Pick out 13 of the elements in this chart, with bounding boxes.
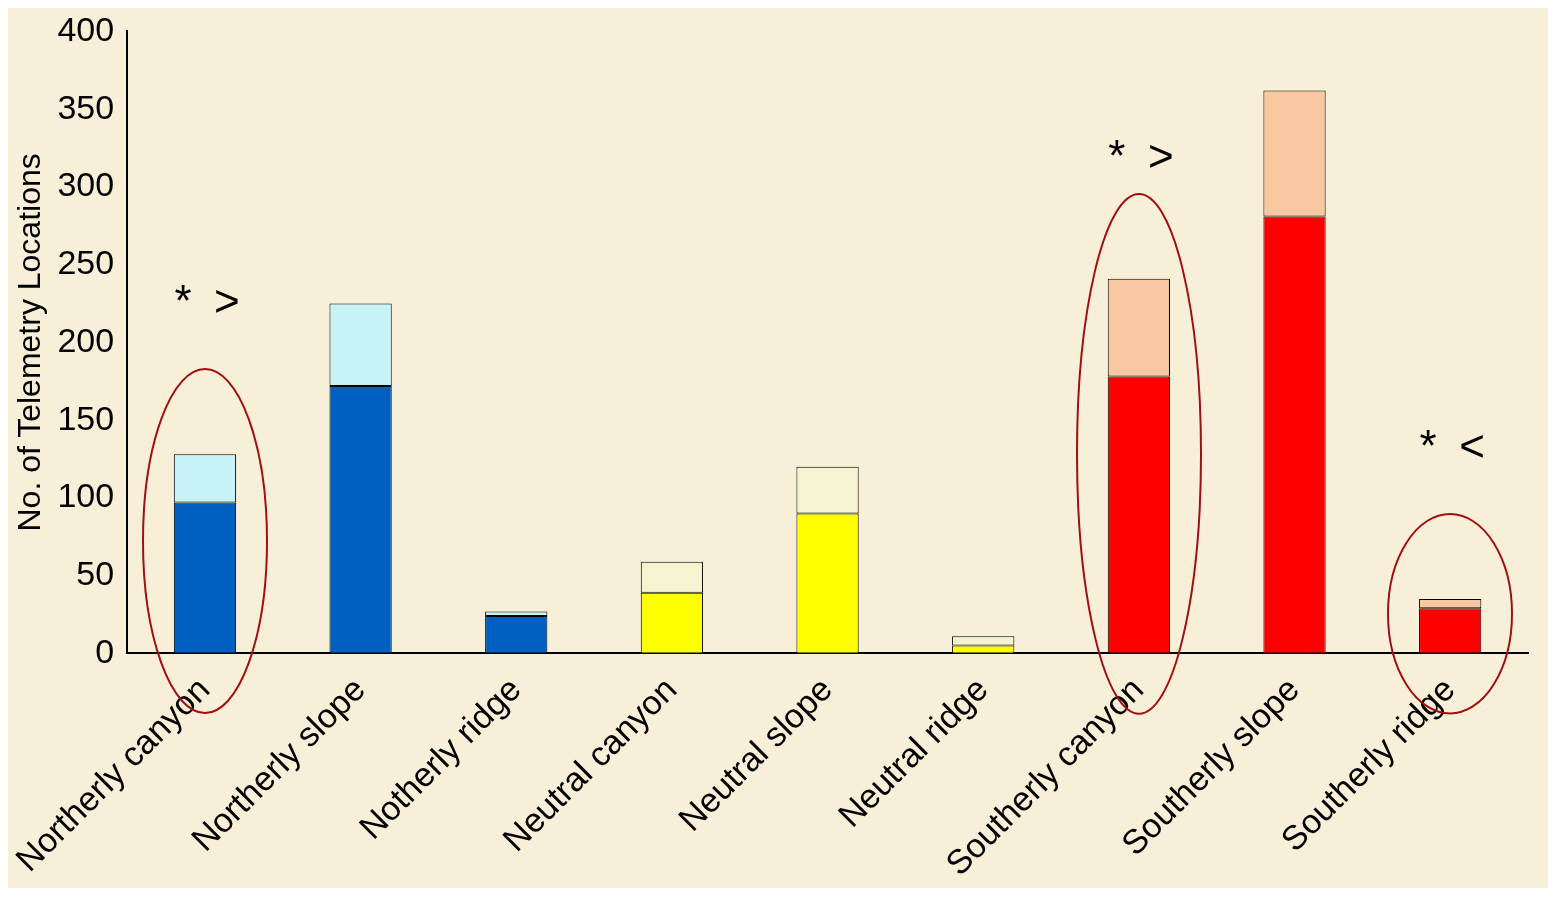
y-axis-title: No. of Telemetry Locations xyxy=(11,153,48,532)
y-tick-label: 100 xyxy=(57,476,115,515)
y-tick-label: 0 xyxy=(95,631,115,670)
y-tick-label: 400 xyxy=(57,9,115,48)
y-tick-label: 200 xyxy=(57,320,115,359)
y-tick-label: 350 xyxy=(57,87,115,126)
y-tick-label: 250 xyxy=(57,243,115,282)
y-tick-label: 300 xyxy=(57,165,115,204)
annotation: * > xyxy=(1108,130,1174,180)
y-tick-label: 50 xyxy=(76,554,115,593)
annotation: * < xyxy=(1419,421,1486,471)
annotation: * > xyxy=(174,276,240,326)
y-tick-label: 150 xyxy=(57,398,115,437)
